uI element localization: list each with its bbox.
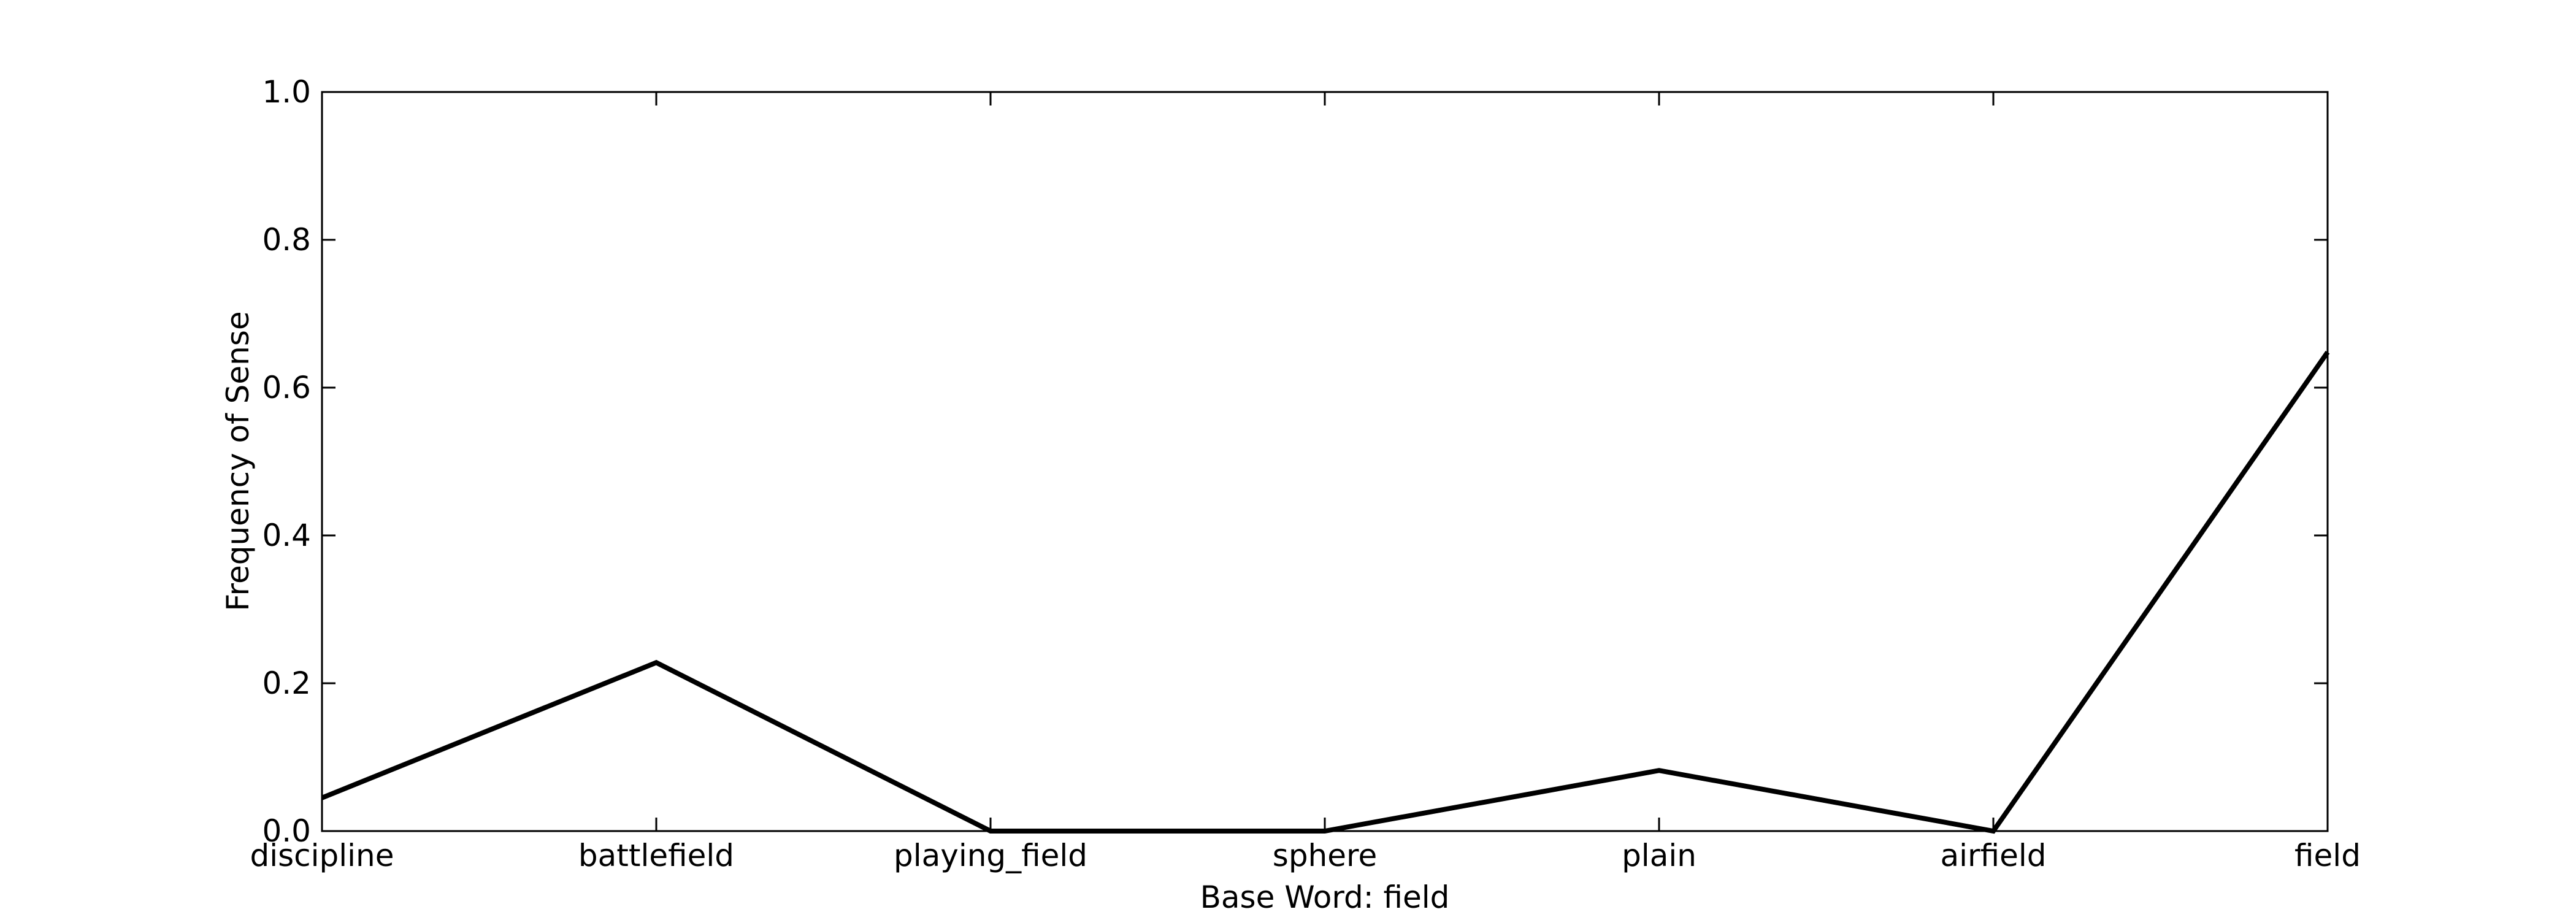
y-tick-label: 0.8 <box>262 222 311 258</box>
x-tick-label: airfield <box>1941 838 2047 873</box>
y-tick-label: 1.0 <box>262 74 311 110</box>
y-tick-label: 0.6 <box>262 370 311 405</box>
x-tick-label: sphere <box>1273 838 1377 873</box>
y-tick-label: 0.0 <box>262 813 311 849</box>
x-tick-label: discipline <box>250 838 394 873</box>
x-axis-label: Base Word: field <box>1200 880 1450 915</box>
x-tick-label: battlefield <box>578 838 734 873</box>
x-tick-label: plain <box>1622 838 1696 873</box>
y-tick-label: 0.4 <box>262 518 311 553</box>
x-tick-labels: discipline battlefield playing_field sphere… <box>250 838 2360 873</box>
x-tick-label: playing_field <box>894 838 1087 873</box>
plot-frame <box>321 91 2329 832</box>
plot-area <box>322 92 2328 831</box>
y-tick-label: 0.2 <box>262 665 311 701</box>
y-tick-labels: 0.0 0.2 0.4 0.6 0.8 1.0 <box>262 74 311 849</box>
y-axis-label: Frequency of Sense <box>220 311 256 611</box>
x-tick-label: field <box>2294 838 2361 873</box>
